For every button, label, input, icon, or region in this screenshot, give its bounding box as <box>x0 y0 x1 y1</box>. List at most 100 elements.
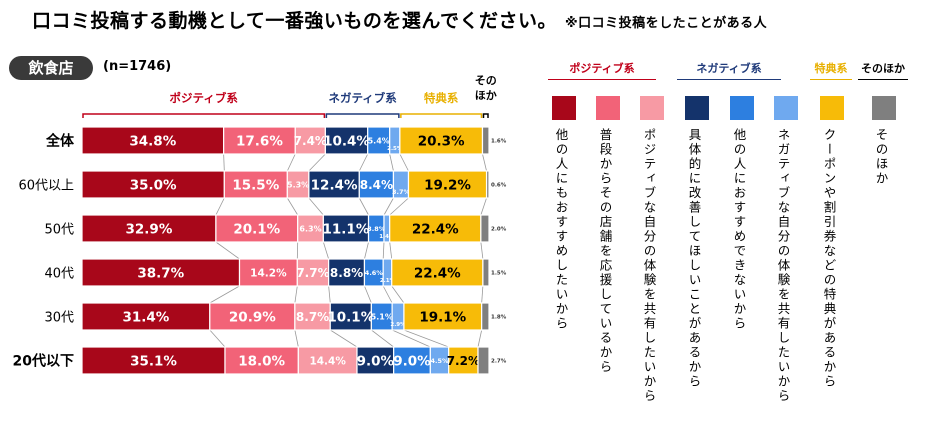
data-label: 20.9% <box>229 309 276 325</box>
bar-segment <box>294 302 331 331</box>
bar-segment <box>81 170 225 199</box>
data-label: 9.0% <box>393 353 431 369</box>
data-label: 2.1% <box>380 278 396 284</box>
category-label: 全体 <box>45 133 75 150</box>
bar-segment <box>399 126 484 155</box>
bar-segment <box>223 170 288 199</box>
data-label: 34.8% <box>129 133 176 149</box>
legend-item: 他の人におすすめできないから <box>730 96 754 331</box>
connector-line <box>286 197 299 216</box>
connector-line <box>294 285 298 304</box>
data-label: 12.4% <box>311 177 358 193</box>
segment-label: 飲食店 <box>9 56 93 80</box>
legend-label: 具体的に改善してほしいことがあるから <box>686 128 702 389</box>
bar-segment <box>328 258 366 287</box>
bar-segment <box>324 126 369 155</box>
legend-group-header: そのほか <box>858 60 908 80</box>
bar-segment <box>482 258 490 287</box>
legend-label: そのほか <box>873 128 889 186</box>
connector-line <box>391 285 405 304</box>
connector-line <box>403 329 449 348</box>
bar-segment <box>308 170 360 199</box>
data-label: 7.2% <box>447 354 480 368</box>
connector-line <box>399 153 409 172</box>
data-label: 15.5% <box>232 177 279 193</box>
bar-segment <box>329 302 372 331</box>
connector-line <box>223 153 225 172</box>
legend-item: 普段からその店舗を応援しているから <box>596 96 620 375</box>
bar-segment <box>477 346 490 375</box>
data-label: 17.6% <box>236 133 283 149</box>
bar-segment <box>356 346 395 375</box>
data-label: 4.6% <box>365 269 384 277</box>
legend-swatch <box>685 96 709 120</box>
data-label: 3.7% <box>392 188 411 196</box>
group-bracket-perk <box>400 113 483 118</box>
legend-swatch <box>872 96 896 120</box>
legend-item: 具体的に改善してほしいことがあるから <box>685 96 709 389</box>
data-label: 10.1% <box>327 309 374 325</box>
group-label-negative: ネガティブ系 <box>328 91 397 105</box>
data-label: 2.5% <box>387 146 403 152</box>
data-label: 8.4% <box>360 178 393 192</box>
data-label: 5.1% <box>371 312 393 321</box>
legend-swatch <box>730 96 754 120</box>
connector-line <box>294 329 299 348</box>
data-label: 14.2% <box>250 267 287 279</box>
data-label: 6.3% <box>299 224 321 233</box>
data-label: 3.8% <box>367 225 386 233</box>
data-label: 22.4% <box>414 265 461 281</box>
bar-segment <box>485 170 490 199</box>
connector-line <box>389 241 393 260</box>
legend-item: クーポンや割引券などの特典があるから <box>820 96 844 389</box>
legend-label: ネガティブな自分の体験を共有したいから <box>775 128 791 404</box>
data-label: 2.9% <box>390 322 406 328</box>
group-bracket-negative <box>325 113 400 118</box>
title-note: ※口コミ投稿をしたことがある人 <box>564 16 768 31</box>
data-label: 5.3% <box>287 180 309 189</box>
data-label: 11.1% <box>323 221 370 237</box>
data-label: 8.8% <box>330 266 363 280</box>
sample-size: (n=1746) <box>103 59 172 74</box>
data-label: 1.6% <box>491 138 507 144</box>
legend-item: ポジティブな自分の体験を共有したいから <box>640 96 664 404</box>
connector-line <box>364 285 372 304</box>
bar-segment <box>224 346 299 375</box>
data-label: 7.4% <box>294 134 327 148</box>
data-label: 38.7% <box>137 265 184 281</box>
data-label: 2.0% <box>491 226 507 232</box>
data-label: 9.0% <box>357 353 395 369</box>
legend-group-header: 特典系 <box>810 60 852 80</box>
bar-segment <box>297 214 324 243</box>
connector-line <box>480 197 487 216</box>
data-label: 19.1% <box>419 309 466 325</box>
legend-item: 他の人にもおすすめしたいから <box>552 96 576 331</box>
connector-line <box>308 197 324 216</box>
data-label: 20.1% <box>233 221 280 237</box>
bar-segment <box>480 214 490 243</box>
connector-line <box>389 197 409 216</box>
connector-line <box>480 241 484 260</box>
legend-label: ポジティブな自分の体験を共有したいから <box>641 128 657 404</box>
legend-swatch <box>820 96 844 120</box>
category-label: 40代 <box>44 267 74 282</box>
data-label: 14.4% <box>309 355 346 367</box>
legend-label: 普段からその店舗を応援しているから <box>597 128 613 375</box>
data-label: 35.1% <box>130 353 177 369</box>
group-label-positive: ポジティブ系 <box>170 91 239 105</box>
connector-line <box>481 285 484 304</box>
connector-line <box>382 285 393 304</box>
bar-segment <box>403 302 483 331</box>
data-label: 5.4% <box>368 136 390 145</box>
connector-line <box>382 241 385 260</box>
connector-line <box>215 241 240 260</box>
data-label: 4.5% <box>430 357 449 365</box>
connector-line <box>209 329 226 348</box>
data-label: 22.4% <box>412 221 459 237</box>
bar-segment <box>209 302 296 331</box>
bar-segment <box>296 258 330 287</box>
group-label-other: その <box>475 74 497 87</box>
bar-segment <box>238 258 298 287</box>
data-label: 20.3% <box>418 133 465 149</box>
legend-label: クーポンや割引券などの特典があるから <box>821 128 837 389</box>
